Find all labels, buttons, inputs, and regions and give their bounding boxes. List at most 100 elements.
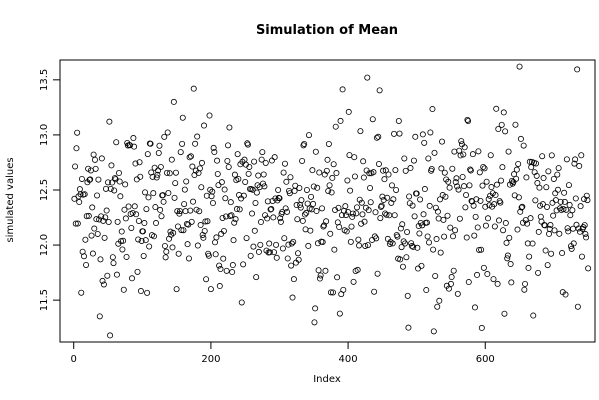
data-point (85, 212, 92, 219)
data-point (324, 156, 331, 163)
data-point (104, 272, 111, 279)
data-point (276, 195, 283, 202)
data-point (327, 289, 334, 296)
data-point (177, 149, 184, 156)
data-point (413, 190, 420, 197)
data-point (285, 241, 292, 248)
data-point (447, 280, 454, 287)
data-point (87, 176, 94, 183)
data-point (153, 220, 160, 227)
data-point (78, 175, 85, 182)
data-point (106, 118, 113, 125)
data-point (253, 274, 260, 281)
data-point (101, 234, 108, 241)
x-axis-label: Index (313, 374, 341, 385)
data-point (312, 305, 319, 312)
data-point (340, 286, 347, 293)
data-point (423, 287, 430, 294)
data-point (327, 230, 334, 237)
data-point (225, 163, 232, 170)
data-point (231, 219, 238, 226)
data-point (407, 165, 414, 172)
data-point (432, 272, 439, 279)
data-point (555, 165, 562, 172)
data-point (409, 202, 416, 209)
data-point (166, 170, 173, 177)
data-point (273, 254, 280, 261)
data-point (548, 250, 555, 257)
data-point (498, 177, 505, 184)
data-point (228, 212, 235, 219)
data-point (520, 142, 527, 149)
data-point (434, 208, 441, 215)
data-point (161, 242, 168, 249)
data-point (515, 194, 522, 201)
data-point (554, 171, 561, 178)
x-tick-label: 400 (339, 354, 358, 365)
data-point (100, 281, 107, 288)
data-point (175, 250, 182, 257)
data-point (364, 74, 371, 81)
data-point (383, 211, 390, 218)
data-point (257, 241, 264, 248)
data-point (494, 280, 501, 287)
data-point (196, 165, 203, 172)
data-point (130, 135, 137, 142)
data-point (225, 142, 232, 149)
data-point (118, 228, 125, 235)
data-point (438, 165, 445, 172)
data-point (163, 169, 170, 176)
data-point (283, 178, 290, 185)
data-point (565, 228, 572, 235)
data-point (330, 161, 337, 168)
data-point (353, 204, 360, 211)
data-point (350, 278, 357, 285)
data-point (436, 297, 443, 304)
x-tick-label: 200 (201, 354, 220, 365)
data-point (159, 192, 166, 199)
data-point (381, 176, 388, 183)
data-point (245, 170, 252, 177)
data-point (365, 207, 372, 214)
data-point (297, 204, 304, 211)
data-point (220, 255, 227, 262)
data-point (142, 189, 149, 196)
data-point (533, 160, 540, 167)
data-point (430, 246, 437, 253)
data-point (227, 199, 234, 206)
data-point (585, 265, 592, 272)
data-point (213, 234, 220, 241)
data-point (168, 156, 175, 163)
data-point (196, 208, 203, 215)
data-point (420, 211, 427, 218)
data-point (453, 175, 460, 182)
data-point (289, 294, 296, 301)
data-point (170, 98, 177, 105)
data-point (178, 227, 185, 234)
data-point (425, 155, 432, 162)
data-point (238, 299, 245, 306)
data-point (540, 175, 547, 182)
data-point (323, 167, 330, 174)
data-point (290, 238, 297, 245)
data-point (353, 210, 360, 217)
data-point (223, 267, 230, 274)
data-point (583, 192, 590, 199)
data-point (532, 197, 539, 204)
data-point (491, 201, 498, 208)
data-point (319, 205, 326, 212)
data-point (89, 250, 96, 257)
data-point (186, 154, 193, 161)
data-point (502, 128, 509, 135)
data-point (249, 210, 256, 217)
data-point (190, 198, 197, 205)
data-point (559, 250, 566, 257)
data-point (583, 234, 590, 241)
data-point (479, 182, 486, 189)
data-point (123, 253, 130, 260)
data-point (145, 194, 152, 201)
data-point (437, 249, 444, 256)
data-point (114, 218, 121, 225)
data-point (111, 175, 118, 182)
data-point (493, 105, 500, 112)
